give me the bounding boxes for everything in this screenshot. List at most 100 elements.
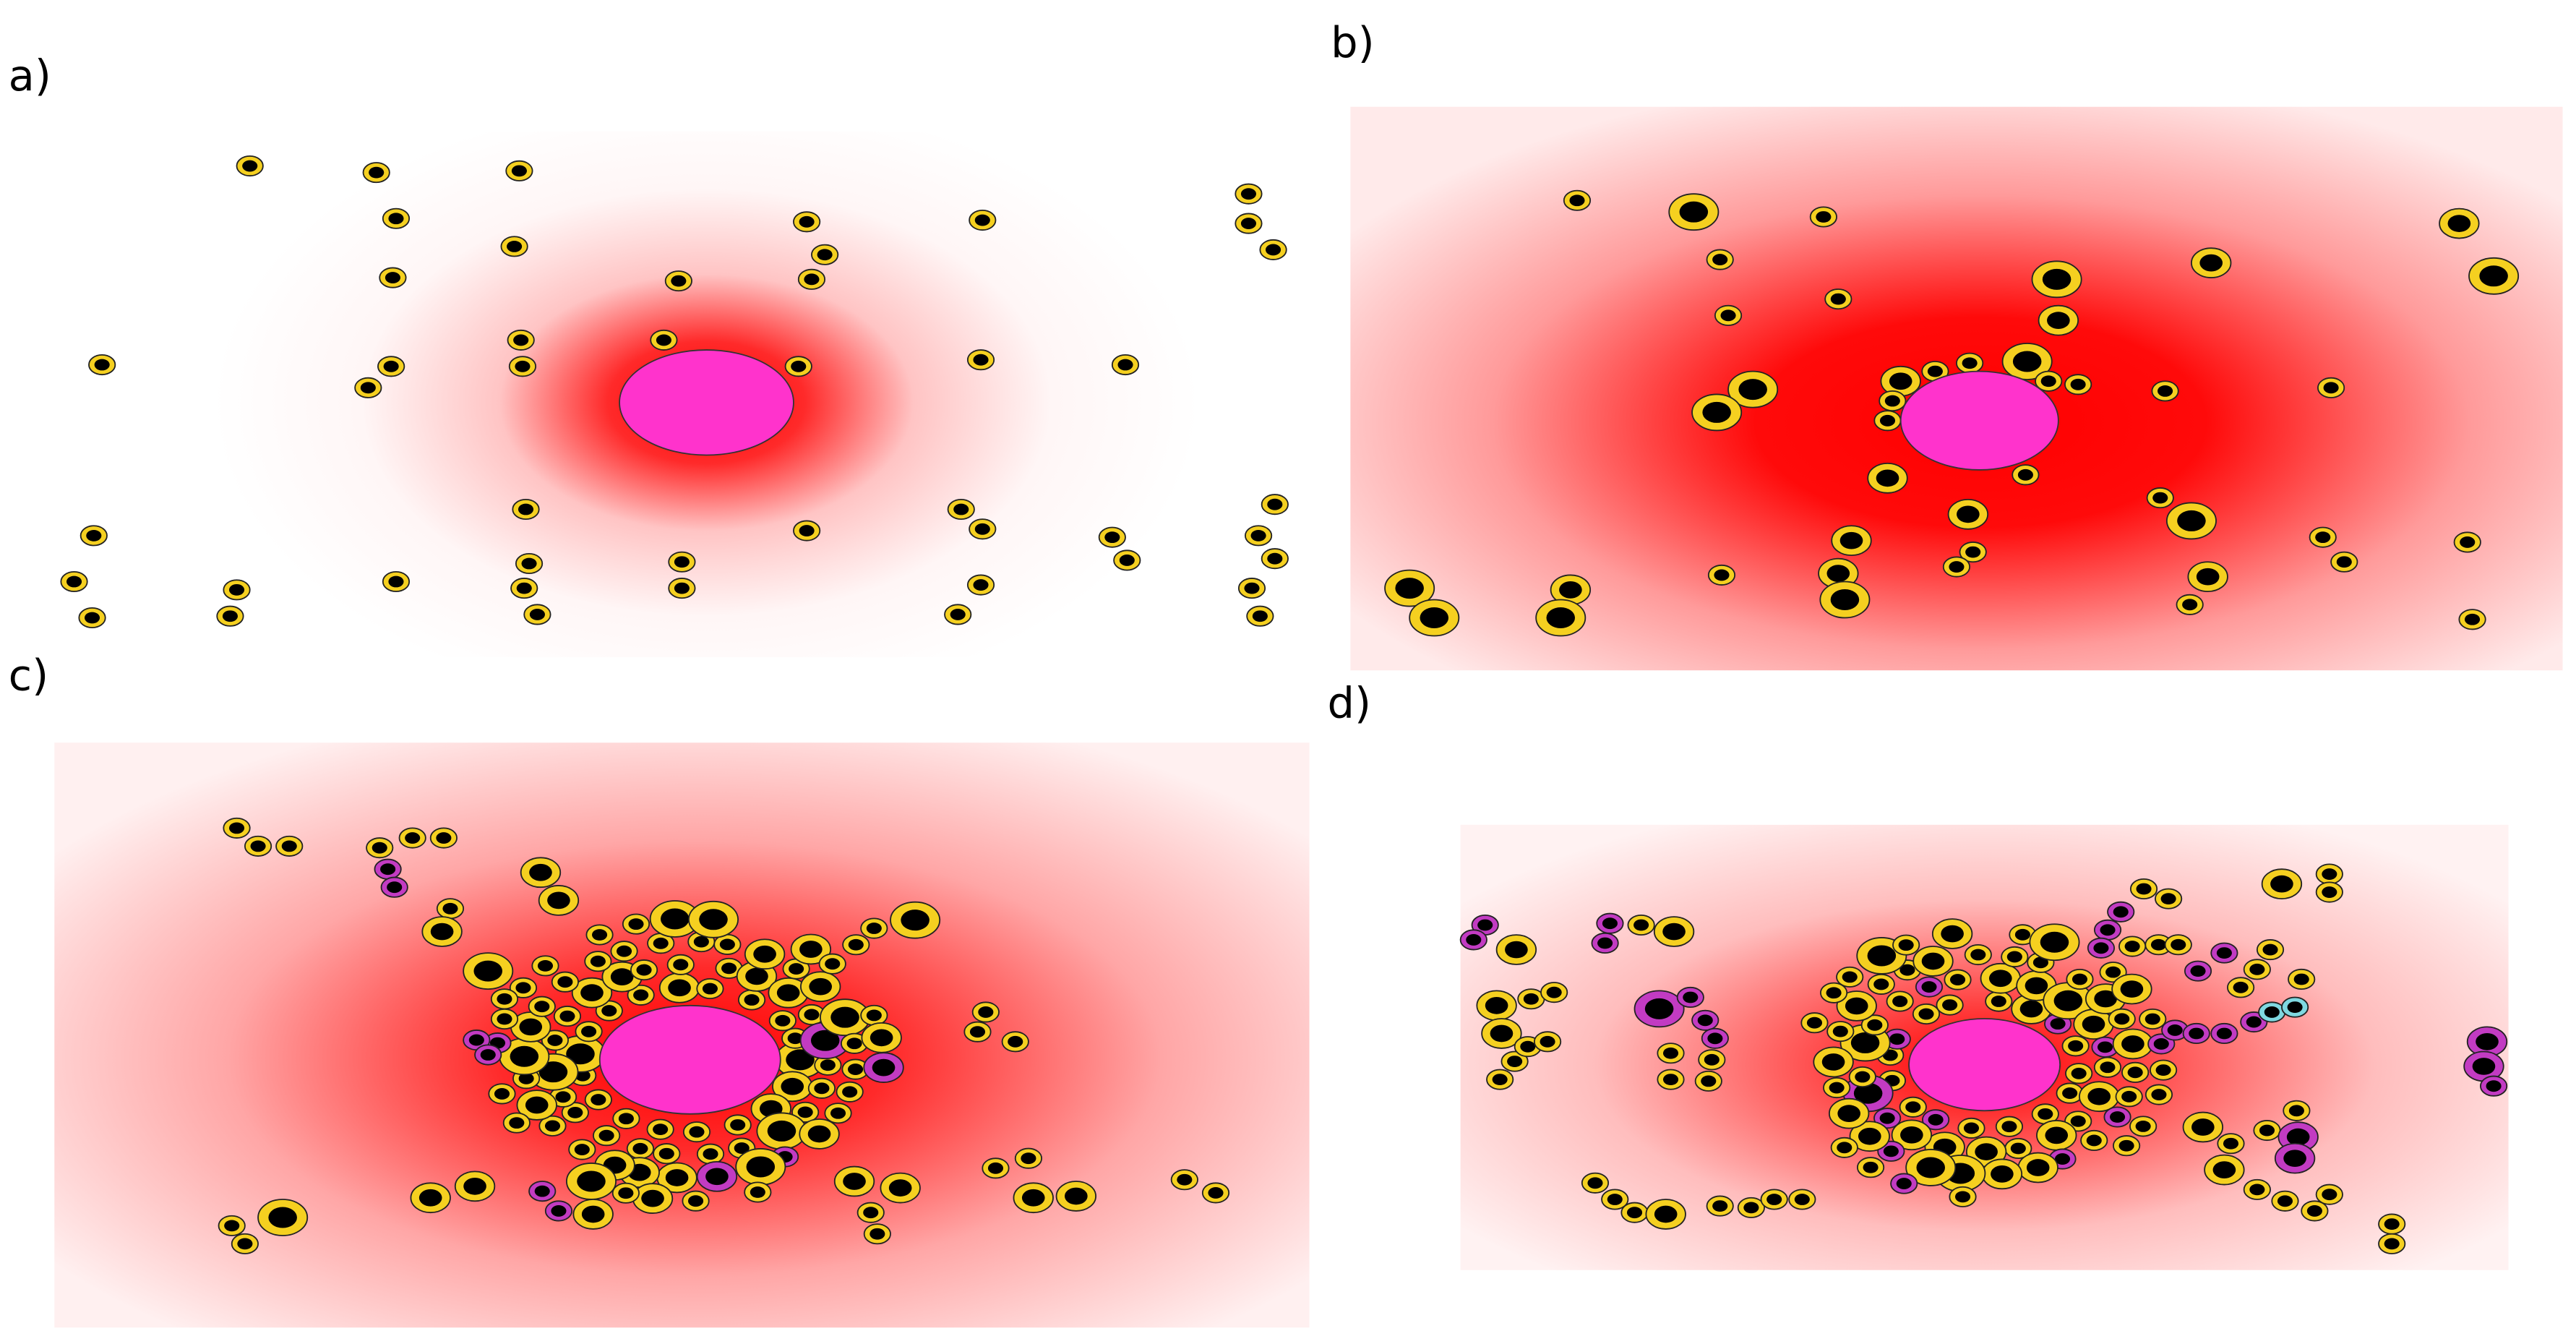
particle-core — [1490, 1024, 1514, 1043]
particle — [1701, 1027, 1729, 1049]
particle — [2031, 260, 2082, 299]
particle-core — [2246, 1016, 2262, 1028]
particle-core — [388, 213, 404, 225]
particle — [611, 1182, 640, 1204]
particle — [666, 954, 695, 975]
particle-core — [1208, 1187, 1224, 1199]
particle-core — [2270, 875, 2293, 893]
particle-core — [1021, 1189, 1045, 1207]
particle-core — [2071, 973, 2088, 985]
particle — [2288, 968, 2316, 990]
particle — [772, 1071, 813, 1103]
particle-core — [2233, 981, 2249, 993]
particle-core — [1597, 937, 1613, 949]
particle — [2144, 1084, 2173, 1105]
particle-core — [2323, 382, 2339, 394]
particle-core — [1395, 578, 1424, 599]
particle-core — [2050, 1018, 2066, 1030]
particle-core — [66, 575, 82, 588]
particle — [516, 1090, 557, 1121]
particle-core — [228, 822, 245, 834]
particle-core — [518, 503, 534, 515]
particle — [515, 552, 544, 575]
particle — [429, 827, 458, 849]
particle — [2463, 1050, 2504, 1082]
particle — [784, 356, 812, 377]
particle — [1824, 288, 1852, 310]
particle-core — [618, 1187, 634, 1199]
particle — [1691, 393, 1743, 432]
particle-core — [870, 1029, 893, 1047]
particle-core — [2158, 385, 2173, 397]
particle-core — [1267, 552, 1283, 565]
particle — [1905, 1149, 1957, 1186]
particle-core — [515, 982, 531, 994]
particle — [824, 1103, 852, 1124]
particle-core — [1743, 1202, 1759, 1214]
particle — [2118, 936, 2147, 957]
particle-core — [674, 556, 690, 568]
particle-core — [787, 1032, 803, 1045]
particle-core — [674, 582, 690, 594]
particle-core — [2460, 536, 2476, 548]
particle — [861, 1022, 902, 1053]
particle-core — [846, 1037, 862, 1050]
particle-core — [372, 842, 387, 854]
particle-core — [791, 360, 807, 372]
particle-core — [863, 1207, 879, 1219]
particle-core — [2196, 568, 2220, 586]
particle — [1995, 1116, 2024, 1137]
particle-core — [1916, 1157, 1946, 1178]
particle-core — [2190, 965, 2206, 977]
particle — [474, 1044, 502, 1066]
particle-core — [1008, 1035, 1023, 1048]
particle — [1001, 1031, 1029, 1053]
particle — [2004, 1137, 2032, 1160]
particle-core — [2223, 1137, 2239, 1150]
particle-core — [786, 1049, 815, 1071]
particle-core — [872, 1058, 896, 1077]
particle — [2191, 247, 2232, 278]
particle — [80, 525, 108, 547]
particle-core — [665, 1169, 689, 1186]
particle — [488, 1083, 516, 1105]
particle-core — [820, 1059, 836, 1071]
particle-core — [2120, 980, 2144, 998]
particle-core — [2144, 1013, 2160, 1025]
particle-core — [1918, 1008, 1934, 1020]
particle — [1535, 599, 1587, 637]
particle — [454, 1170, 496, 1202]
particle — [668, 551, 696, 573]
particle-core — [2118, 1139, 2134, 1152]
particle — [257, 1199, 309, 1236]
particle — [2001, 343, 2053, 380]
particle-core — [974, 523, 990, 535]
particle-core — [2105, 966, 2121, 978]
particle-core — [1766, 1194, 1782, 1205]
particle-core — [2182, 599, 2198, 611]
particle-core — [2025, 977, 2048, 995]
particle — [696, 977, 724, 1000]
particle-core — [575, 1069, 591, 1082]
particle — [1481, 1018, 1522, 1049]
particle-core — [2171, 938, 2186, 951]
particle — [1259, 239, 1287, 260]
particle — [1476, 990, 1517, 1022]
particle — [575, 1021, 603, 1043]
particle — [653, 1143, 681, 1165]
particle-core — [1941, 925, 1964, 943]
particle — [1959, 542, 1987, 563]
particle — [1111, 354, 1140, 376]
particle — [507, 329, 535, 351]
particle-core — [2135, 1120, 2151, 1132]
particle — [2480, 1075, 2508, 1097]
particle-core — [767, 1120, 797, 1142]
particle — [523, 604, 551, 625]
particle — [2139, 1008, 2167, 1030]
particle-core — [2001, 1121, 2017, 1133]
particle — [1409, 599, 1460, 637]
particle — [1657, 1043, 1685, 1064]
particle — [1533, 1031, 1562, 1053]
particle-core — [383, 360, 399, 372]
particle — [1836, 990, 1877, 1022]
